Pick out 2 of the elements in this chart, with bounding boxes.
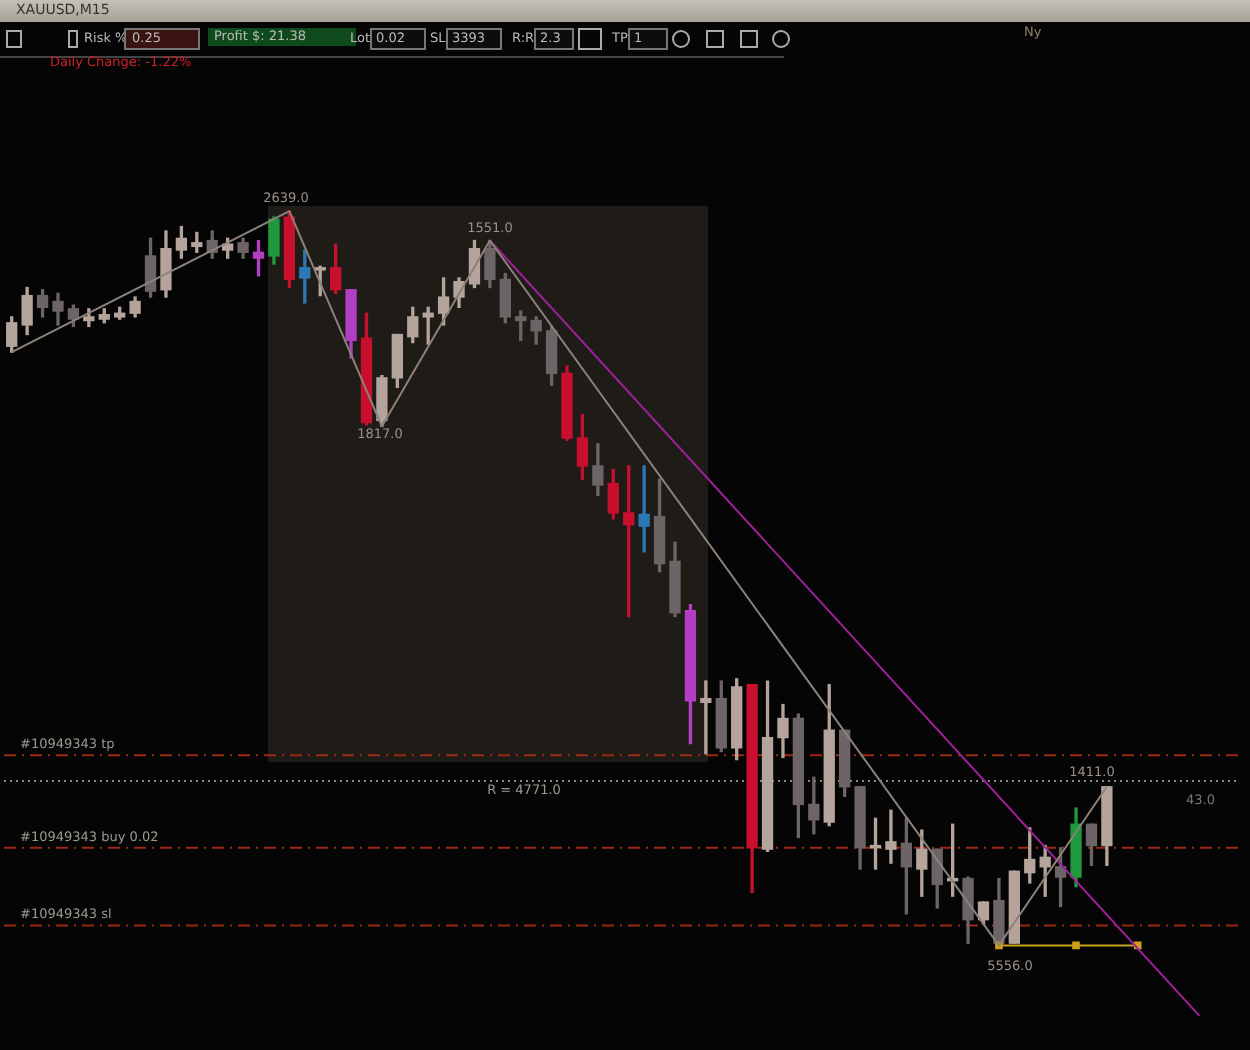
- candlestick: [885, 809, 897, 864]
- candlestick: [638, 465, 650, 553]
